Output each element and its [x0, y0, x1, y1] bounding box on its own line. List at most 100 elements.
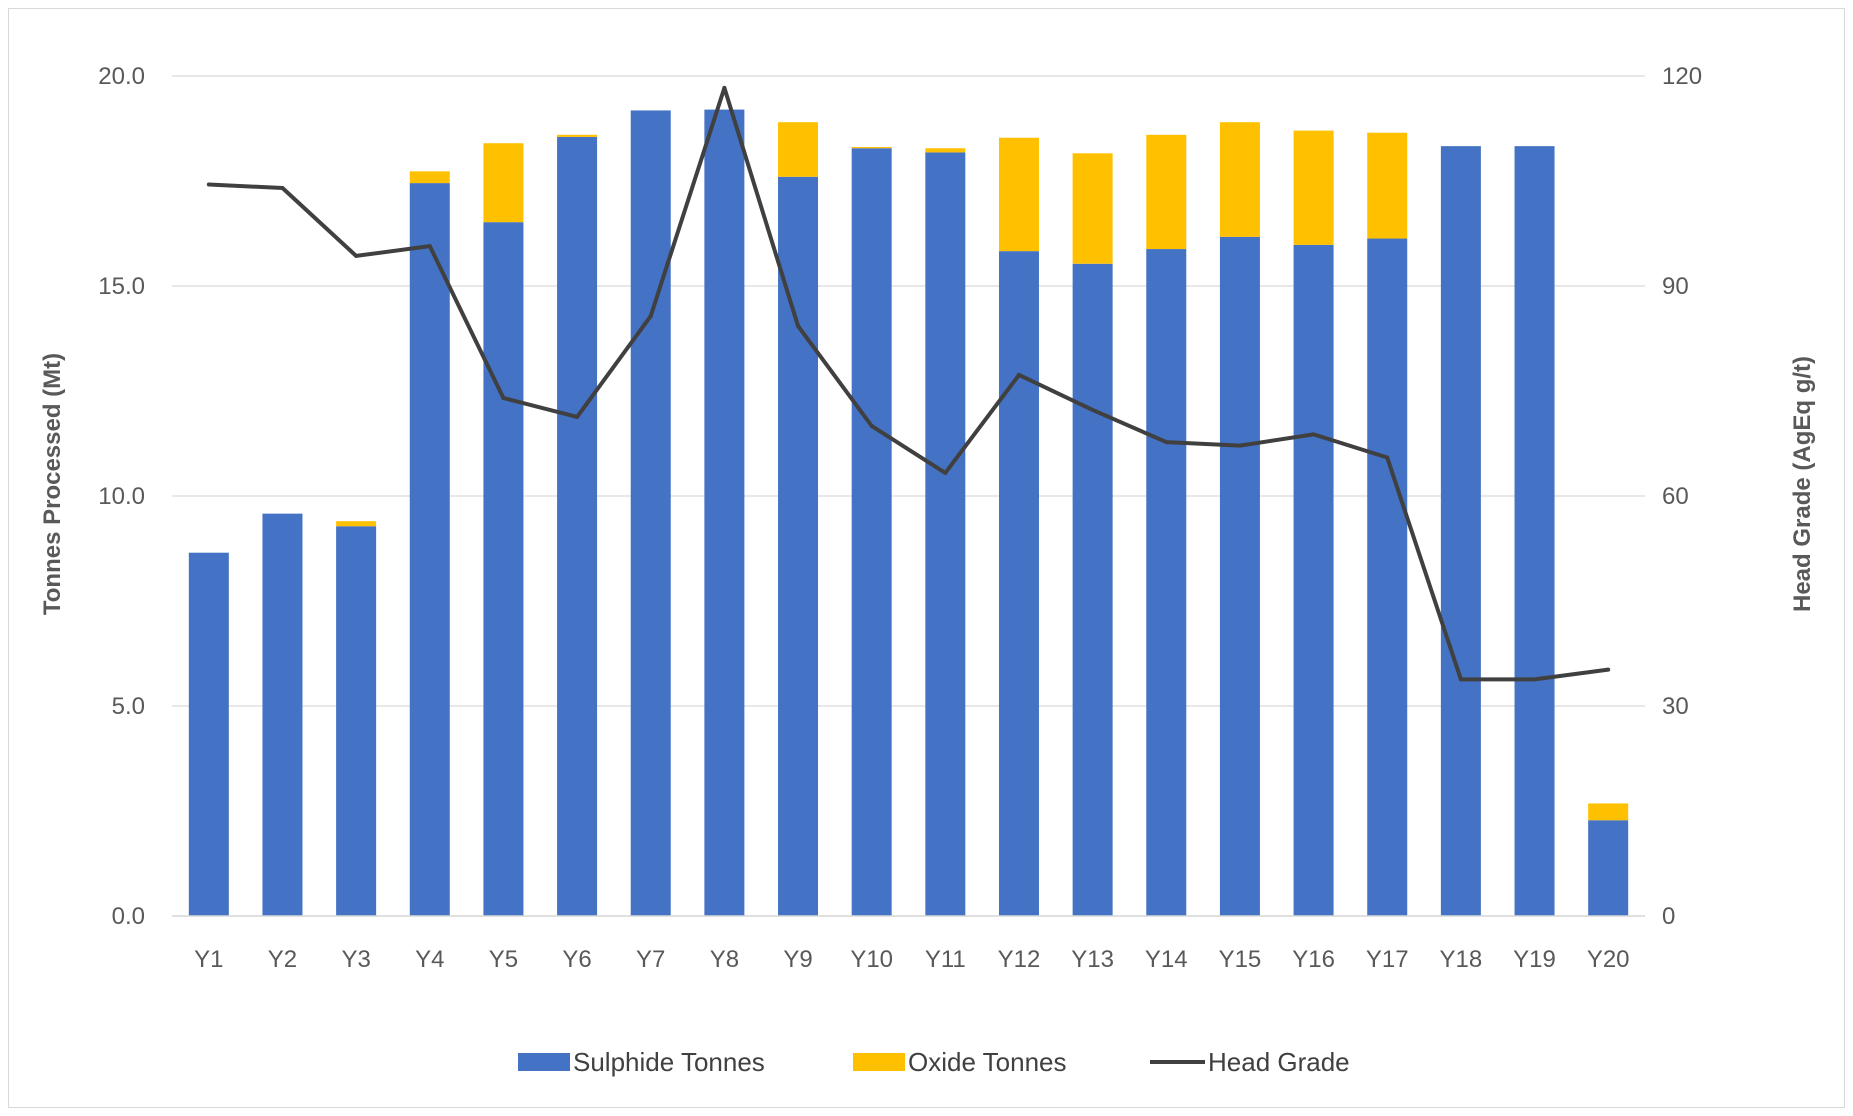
head-grade-point [1385, 455, 1390, 460]
oxide-tonnes-bar [1588, 803, 1629, 821]
legend-label: Sulphide Tonnes [573, 1047, 765, 1077]
y2-tick-label: 30 [1662, 693, 1689, 720]
sulphide-tonnes-bar [336, 526, 377, 916]
sulphide-tonnes-bar [557, 136, 598, 916]
sulphide-tonnes-bar [1367, 238, 1408, 917]
head-grade-point [280, 186, 285, 190]
y-tick-label: 15.0 [98, 273, 145, 300]
y-tick-label: 5.0 [112, 693, 145, 720]
x-tick-label: Y18 [1440, 946, 1483, 973]
x-tick-label: Y3 [341, 946, 370, 973]
sulphide-tonnes-bar [704, 109, 745, 917]
x-tick-label: Y7 [636, 946, 665, 973]
head-grade-point [427, 244, 432, 249]
head-grade-line-group [206, 85, 1611, 682]
head-grade-point [206, 182, 211, 187]
x-tick-label: Y8 [710, 946, 739, 973]
oxide-tonnes-bar [336, 521, 377, 527]
x-tick-label: Y19 [1513, 946, 1556, 973]
sulphide-tonnes-bar [1514, 146, 1555, 916]
oxide-tonnes-bar [409, 171, 450, 184]
x-tick-label: Y13 [1071, 946, 1114, 973]
head-grade-point [648, 314, 653, 319]
oxide-tonnes-bar [778, 122, 819, 177]
head-grade-point [943, 470, 948, 475]
sulphide-tonnes-bar [1588, 820, 1629, 916]
head-grade-point [1016, 372, 1021, 377]
head-grade-point [722, 85, 727, 90]
legend-item: Head Grade [1150, 1047, 1350, 1077]
y-tick-label: 20.0 [98, 63, 145, 90]
oxide-tonnes-bar [1072, 153, 1113, 264]
x-tick-label: Y6 [562, 946, 591, 973]
sulphide-tonnes-bar [409, 183, 450, 917]
legend-label: Oxide Tonnes [908, 1047, 1067, 1077]
x-tick-label: Y20 [1587, 946, 1630, 973]
oxide-tonnes-bar [851, 146, 892, 149]
oxide-tonnes-bar [1367, 132, 1408, 239]
x-tick-label: Y2 [268, 946, 297, 973]
sulphide-tonnes-bar [1293, 244, 1334, 917]
head-grade-point [354, 253, 359, 258]
y2-tick-label: 0 [1662, 903, 1675, 930]
legend-item: Oxide Tonnes [853, 1047, 1067, 1077]
legend-label: Head Grade [1208, 1047, 1350, 1077]
gridlines [172, 75, 1645, 917]
head-grade-point [869, 424, 874, 428]
x-tick-label: Y9 [783, 946, 812, 973]
sulphide-tonnes-bar [483, 222, 524, 916]
x-tick-label: Y15 [1219, 946, 1262, 973]
oxide-tonnes-bar [557, 134, 598, 137]
sulphide-tonnes-bar [851, 148, 892, 917]
oxide-tonnes-bar [1219, 122, 1260, 237]
y-axis-title: Tonnes Processed (Mt) [39, 353, 66, 615]
y2-axis-title: Head Grade (AgEq g/t) [1789, 356, 1816, 612]
y2-tick-label: 60 [1662, 483, 1689, 510]
bars [188, 109, 1629, 917]
head-grade-point [1164, 440, 1169, 445]
x-tick-label: Y4 [415, 946, 444, 973]
head-grade-point [1458, 677, 1463, 682]
x-tick-label: Y10 [850, 946, 893, 973]
oxide-tonnes-bar [483, 143, 524, 223]
sulphide-tonnes-bar [188, 552, 229, 916]
sulphide-tonnes-bar [1072, 263, 1113, 916]
head-grade-point [1311, 432, 1316, 437]
x-tick-label: Y14 [1145, 946, 1188, 973]
x-tick-label: Y5 [489, 946, 518, 973]
oxide-tonnes-bar [1293, 130, 1334, 245]
head-grade-point [501, 396, 506, 400]
sulphide-tonnes-bar [262, 513, 303, 916]
head-grade-point [1606, 667, 1611, 672]
head-grade-point [1237, 443, 1242, 448]
x-tick-label: Y12 [998, 946, 1041, 973]
sulphide-tonnes-bar [1440, 146, 1481, 916]
y-tick-label: 0.0 [112, 903, 145, 930]
sulphide-tonnes-bar [1146, 249, 1187, 917]
legend: Sulphide Tonnes Oxide Tonnes Head Grade [518, 1047, 1350, 1077]
legend-swatch [853, 1053, 905, 1071]
sulphide-tonnes-bar [925, 152, 966, 916]
head-grade-point [575, 414, 580, 419]
y-tick-label: 10.0 [98, 483, 145, 510]
y2-tick-label: 120 [1662, 63, 1702, 90]
x-tick-label: Y11 [925, 946, 966, 973]
oxide-tonnes-bar [998, 137, 1039, 252]
legend-swatch [518, 1053, 570, 1071]
axes: Tonnes Processed (Mt) Head Grade (AgEq g… [39, 63, 1816, 973]
x-tick-label: Y17 [1366, 946, 1409, 973]
sulphide-tonnes-bar [778, 176, 819, 917]
head-grade-point [1090, 407, 1095, 412]
x-tick-label: Y1 [194, 946, 223, 973]
legend-item: Sulphide Tonnes [518, 1047, 765, 1077]
x-tick-label: Y16 [1292, 946, 1335, 973]
head-grade-point [1532, 677, 1537, 682]
sulphide-tonnes-bar [1219, 236, 1260, 917]
oxide-tonnes-bar [925, 148, 966, 153]
head-grade-point [796, 323, 801, 328]
oxide-tonnes-bar [1146, 134, 1187, 250]
y2-tick-label: 90 [1662, 273, 1689, 300]
head-grade-line [208, 85, 1609, 682]
sulphide-tonnes-bar [998, 251, 1039, 916]
